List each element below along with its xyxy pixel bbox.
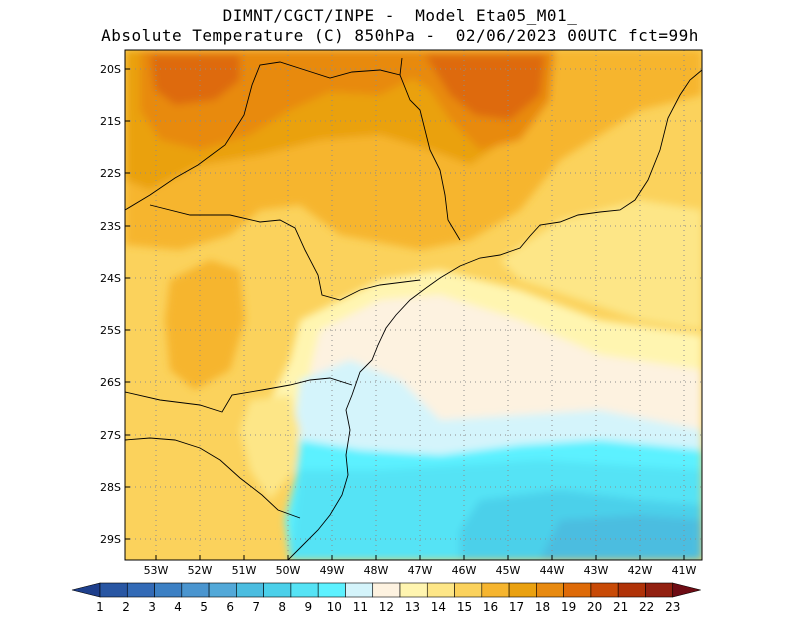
lat-label: 26S (100, 376, 121, 389)
colorbar (71, 582, 701, 598)
field-band-14 (500, 200, 702, 330)
tick-marks (125, 68, 685, 560)
colorbar-label: 17 (509, 600, 524, 614)
colorbar-swatch (508, 582, 537, 598)
lon-label: 42W (628, 564, 653, 577)
field-band-7 (540, 515, 702, 560)
colorbar-swatch (563, 582, 592, 598)
lon-label: 45W (496, 564, 521, 577)
lon-label: 51W (232, 564, 257, 577)
lon-label: 41W (672, 564, 697, 577)
lat-label: 27S (100, 429, 121, 442)
lon-label: 43W (584, 564, 609, 577)
field-hotspot-west (150, 55, 240, 105)
colorbar-label: 18 (535, 600, 550, 614)
lat-label: 22S (100, 167, 121, 180)
lon-labels: 53W 52W 51W 50W 49W 48W 47W 46W 45W 44W … (144, 564, 697, 577)
lon-label: 52W (188, 564, 213, 577)
colorbar-label: 1 (96, 600, 104, 614)
colorbar-label: 15 (457, 600, 472, 614)
lat-label: 25S (100, 324, 121, 337)
colorbar-label: 5 (200, 600, 208, 614)
lat-label: 24S (100, 272, 121, 285)
state-border-north (125, 61, 461, 241)
colorbar-label: 7 (252, 600, 260, 614)
lat-label: 23S (100, 220, 121, 233)
colorbar-label: 13 (405, 600, 420, 614)
colorbar-label: 9 (304, 600, 312, 614)
grid (125, 50, 702, 560)
coastline-and-borders (125, 57, 702, 560)
colorbar-label: 22 (639, 600, 654, 614)
lon-label: 49W (320, 564, 345, 577)
lon-label: 47W (408, 564, 433, 577)
lon-label: 53W (144, 564, 169, 577)
state-border-santa-catarina (125, 377, 353, 413)
colorbar-label: 2 (122, 600, 130, 614)
lat-label: 29S (100, 533, 121, 546)
colorbar-swatch (399, 582, 428, 598)
colorbar-label: 23 (665, 600, 680, 614)
colorbar-label: 10 (327, 600, 342, 614)
plot-frame (124, 49, 703, 561)
state-border-minas (399, 57, 403, 76)
colorbar-swatch (481, 582, 510, 598)
field-interior-patch (165, 260, 245, 390)
lon-label: 48W (364, 564, 389, 577)
colorbar-arrow-right (672, 582, 701, 598)
colorbar-arrow-left (71, 582, 101, 598)
colorbar-swatch (454, 582, 483, 598)
colorbar-swatch (181, 582, 210, 598)
colorbar-label: 12 (379, 600, 394, 614)
colorbar-label: 11 (353, 600, 368, 614)
lat-label: 28S (100, 481, 121, 494)
temperature-field (125, 50, 702, 560)
state-border-parana (149, 204, 421, 301)
colorbar-label: 8 (278, 600, 286, 614)
colorbar-label: 19 (561, 600, 576, 614)
chart-title-line1: DIMNT/CGCT/INPE - Model Eta05_M01_ (222, 6, 578, 25)
colorbar-label: 14 (431, 600, 446, 614)
field-southwest-light (240, 395, 300, 500)
lon-label: 44W (540, 564, 565, 577)
colorbar-swatch (317, 582, 346, 598)
state-border-argentina (125, 437, 301, 519)
coastline (287, 69, 702, 560)
colorbar-label: 3 (148, 600, 156, 614)
colorbar-swatch (345, 582, 374, 598)
colorbar-label: 21 (613, 600, 628, 614)
chart-title-line2: Absolute Temperature (C) 850hPa - 02/06/… (101, 26, 699, 45)
colorbar-swatch (208, 582, 237, 598)
colorbar-labels: 1 2 3 4 5 6 7 8 9 10 11 12 13 14 15 16 17 18 19 20 21 22 23 (96, 600, 680, 614)
colorbar-swatch (617, 582, 646, 598)
lon-label: 50W (276, 564, 301, 577)
colorbar-swatch (536, 582, 564, 598)
colorbar-swatch (426, 582, 455, 598)
colorbar-label: 4 (174, 600, 182, 614)
colorbar-swatch (645, 582, 674, 598)
colorbar-swatch (236, 582, 264, 598)
colorbar-swatch (99, 582, 128, 598)
colorbar-swatch (590, 582, 619, 598)
colorbar-label: 6 (226, 600, 234, 614)
lon-label: 46W (452, 564, 477, 577)
lat-label: 20S (100, 63, 121, 76)
field-hotspot-east (425, 55, 545, 120)
lat-label: 21S (100, 115, 121, 128)
lat-labels: 20S 21S 22S 23S 24S 25S 26S 27S 28S 29S (100, 63, 121, 546)
colorbar-swatch (154, 582, 183, 598)
colorbar-label: 16 (483, 600, 498, 614)
colorbar-swatch (290, 582, 319, 598)
colorbar-label: 20 (587, 600, 602, 614)
colorbar-swatch (126, 582, 155, 598)
colorbar-swatch (372, 582, 401, 598)
colorbar-swatch (263, 582, 292, 598)
